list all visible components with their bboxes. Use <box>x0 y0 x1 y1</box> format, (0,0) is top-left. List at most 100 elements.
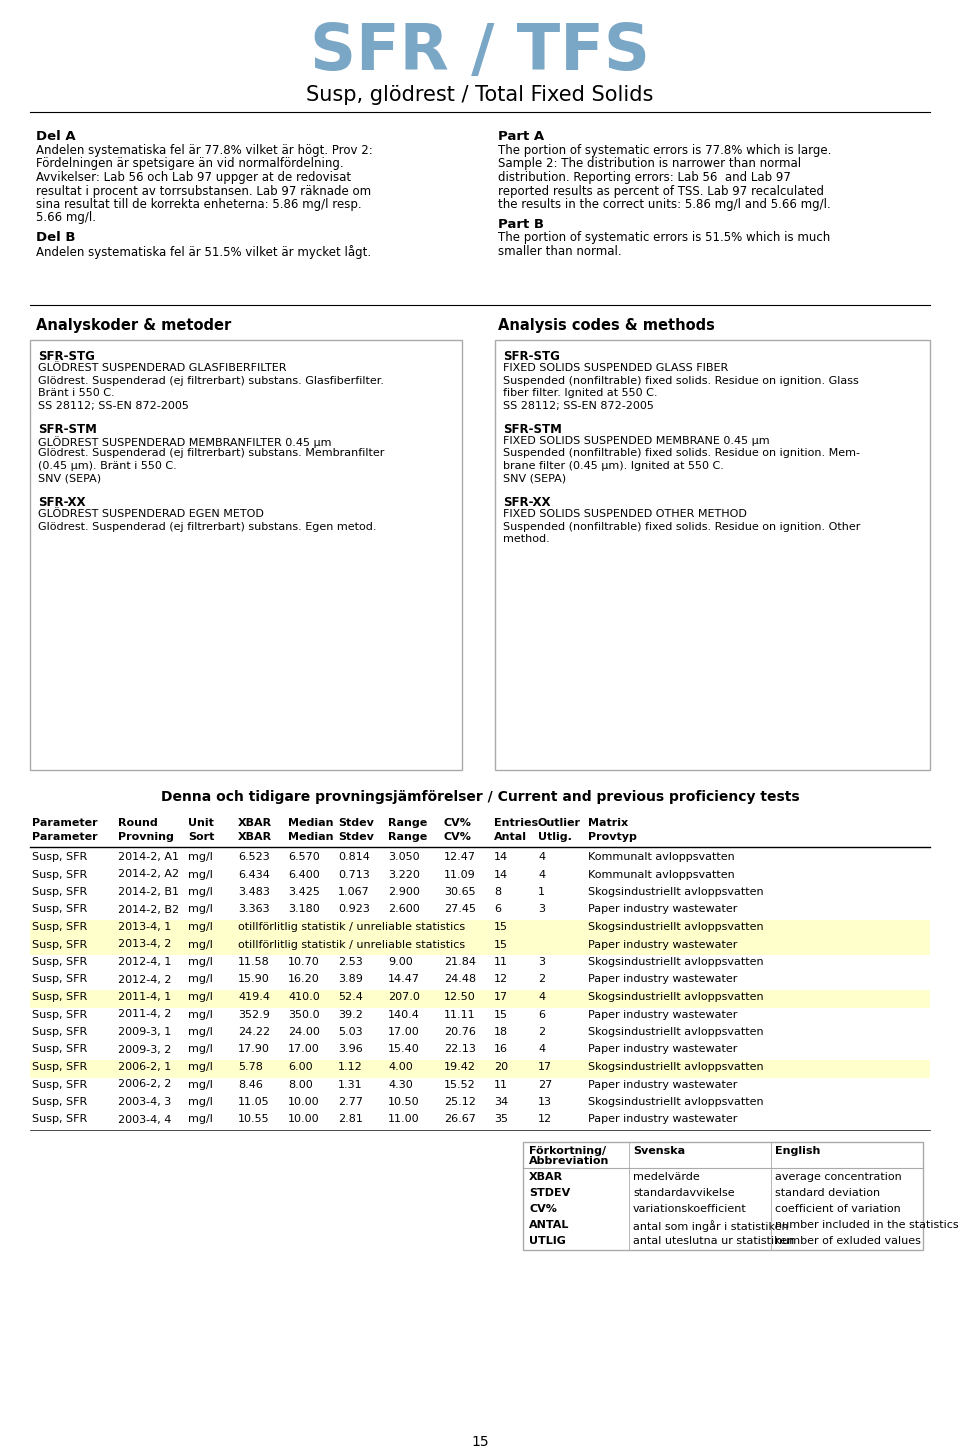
Text: Provning: Provning <box>118 832 174 842</box>
Text: antal uteslutna ur statistiken: antal uteslutna ur statistiken <box>633 1236 794 1246</box>
Text: Del B: Del B <box>36 231 76 244</box>
Text: mg/l: mg/l <box>188 1115 213 1124</box>
Text: 3.363: 3.363 <box>238 904 270 915</box>
Text: 2014-2, A1: 2014-2, A1 <box>118 852 179 862</box>
Text: 3: 3 <box>538 904 545 915</box>
Text: 11.11: 11.11 <box>444 1009 475 1019</box>
Text: SNV (SEPA): SNV (SEPA) <box>503 474 566 484</box>
Text: Part A: Part A <box>498 129 544 142</box>
Text: 2012-4, 1: 2012-4, 1 <box>118 957 172 967</box>
Text: 8: 8 <box>494 887 501 897</box>
Text: CV%: CV% <box>529 1204 557 1214</box>
Text: GLÖDREST SUSPENDERAD GLASFIBERFILTER: GLÖDREST SUSPENDERAD GLASFIBERFILTER <box>38 364 286 374</box>
Text: Skogsindustriellt avloppsvatten: Skogsindustriellt avloppsvatten <box>588 992 763 1002</box>
Text: 2: 2 <box>538 1027 545 1037</box>
Text: 4: 4 <box>538 1044 545 1054</box>
Text: 14.47: 14.47 <box>388 974 420 984</box>
Text: FIXED SOLIDS SUSPENDED GLASS FIBER: FIXED SOLIDS SUSPENDED GLASS FIBER <box>503 364 729 374</box>
Bar <box>523 1141 923 1250</box>
Text: 2.81: 2.81 <box>338 1115 363 1124</box>
Text: 2003-4, 3: 2003-4, 3 <box>118 1096 171 1106</box>
Text: Kommunalt avloppsvatten: Kommunalt avloppsvatten <box>588 852 734 862</box>
Text: 15: 15 <box>471 1435 489 1450</box>
Text: number of exluded values: number of exluded values <box>775 1236 921 1246</box>
Text: 15: 15 <box>494 922 508 932</box>
Bar <box>30 938 930 955</box>
Text: average concentration: average concentration <box>775 1172 901 1182</box>
Text: 15.52: 15.52 <box>444 1079 476 1089</box>
Text: 3.425: 3.425 <box>288 887 320 897</box>
Text: 0.814: 0.814 <box>338 852 370 862</box>
Text: Antal: Antal <box>494 832 527 842</box>
Text: 207.0: 207.0 <box>388 992 420 1002</box>
Text: 39.2: 39.2 <box>338 1009 363 1019</box>
Text: 14: 14 <box>494 869 508 880</box>
Text: 3.89: 3.89 <box>338 974 363 984</box>
Text: Suspended (nonfiltrable) fixed solids. Residue on ignition. Glass: Suspended (nonfiltrable) fixed solids. R… <box>503 375 859 385</box>
Text: Susp, SFR: Susp, SFR <box>32 974 87 984</box>
Text: Outlier: Outlier <box>538 819 581 827</box>
Text: 2011-4, 2: 2011-4, 2 <box>118 1009 172 1019</box>
Text: Analyskoder & metoder: Analyskoder & metoder <box>36 318 231 333</box>
Text: 15.40: 15.40 <box>388 1044 420 1054</box>
Text: 2: 2 <box>538 974 545 984</box>
Text: SFR-STG: SFR-STG <box>503 350 560 364</box>
Text: Paper industry wastewater: Paper industry wastewater <box>588 904 737 915</box>
Text: Stdev: Stdev <box>338 819 373 827</box>
Text: mg/l: mg/l <box>188 922 213 932</box>
Text: 11.05: 11.05 <box>238 1096 270 1106</box>
Text: Parameter: Parameter <box>32 832 98 842</box>
Text: 2.900: 2.900 <box>388 887 420 897</box>
Text: Skogsindustriellt avloppsvatten: Skogsindustriellt avloppsvatten <box>588 957 763 967</box>
Text: Median: Median <box>288 819 333 827</box>
Text: 6.523: 6.523 <box>238 852 270 862</box>
Text: Paper industry wastewater: Paper industry wastewater <box>588 1044 737 1054</box>
Text: 140.4: 140.4 <box>388 1009 420 1019</box>
Text: 17.90: 17.90 <box>238 1044 270 1054</box>
Text: 3.483: 3.483 <box>238 887 270 897</box>
Text: Susp, glödrest / Total Fixed Solids: Susp, glödrest / Total Fixed Solids <box>306 84 654 105</box>
Text: 1.067: 1.067 <box>338 887 370 897</box>
Text: CV%: CV% <box>444 819 472 827</box>
Text: 2006-2, 1: 2006-2, 1 <box>118 1061 171 1072</box>
Text: 16.20: 16.20 <box>288 974 320 984</box>
Text: 20: 20 <box>494 1061 508 1072</box>
Text: medelvärde: medelvärde <box>633 1172 700 1182</box>
Text: 6.400: 6.400 <box>288 869 320 880</box>
Text: mg/l: mg/l <box>188 1009 213 1019</box>
Text: 22.13: 22.13 <box>444 1044 476 1054</box>
Text: Skogsindustriellt avloppsvatten: Skogsindustriellt avloppsvatten <box>588 1096 763 1106</box>
Text: mg/l: mg/l <box>188 869 213 880</box>
Text: The portion of systematic errors is 51.5% which is much: The portion of systematic errors is 51.5… <box>498 231 830 244</box>
Text: 2012-4, 2: 2012-4, 2 <box>118 974 172 984</box>
Text: Parameter: Parameter <box>32 819 98 827</box>
Text: Paper industry wastewater: Paper industry wastewater <box>588 1115 737 1124</box>
Text: 352.9: 352.9 <box>238 1009 270 1019</box>
Text: reported results as percent of TSS. Lab 97 recalculated: reported results as percent of TSS. Lab … <box>498 185 824 198</box>
Text: XBAR: XBAR <box>529 1172 564 1182</box>
Text: standard deviation: standard deviation <box>775 1188 880 1198</box>
Text: Entries: Entries <box>494 819 539 827</box>
Text: Andelen systematiska fel är 77.8% vilket är högt. Prov 2:: Andelen systematiska fel är 77.8% vilket… <box>36 144 372 157</box>
Text: SFR-XX: SFR-XX <box>503 496 550 509</box>
Text: 30.65: 30.65 <box>444 887 475 897</box>
Text: 2011-4, 1: 2011-4, 1 <box>118 992 171 1002</box>
Text: 25.12: 25.12 <box>444 1096 476 1106</box>
Text: Andelen systematiska fel är 51.5% vilket är mycket lågt.: Andelen systematiska fel är 51.5% vilket… <box>36 246 372 259</box>
Text: GLÖDREST SUSPENDERAD EGEN METOD: GLÖDREST SUSPENDERAD EGEN METOD <box>38 509 264 519</box>
Text: mg/l: mg/l <box>188 974 213 984</box>
Text: resultat i procent av torrsubstansen. Lab 97 räknade om: resultat i procent av torrsubstansen. La… <box>36 185 372 198</box>
Text: 1: 1 <box>538 887 545 897</box>
Text: 10.70: 10.70 <box>288 957 320 967</box>
Text: 17.00: 17.00 <box>288 1044 320 1054</box>
Text: 18: 18 <box>494 1027 508 1037</box>
Text: 0.713: 0.713 <box>338 869 370 880</box>
Text: 6: 6 <box>494 904 501 915</box>
Text: SFR-STM: SFR-STM <box>38 423 97 436</box>
Text: Stdev: Stdev <box>338 832 373 842</box>
Text: 5.66 mg/l.: 5.66 mg/l. <box>36 211 96 224</box>
Text: mg/l: mg/l <box>188 957 213 967</box>
Text: 24.22: 24.22 <box>238 1027 270 1037</box>
Text: Susp, SFR: Susp, SFR <box>32 869 87 880</box>
Text: 14: 14 <box>494 852 508 862</box>
